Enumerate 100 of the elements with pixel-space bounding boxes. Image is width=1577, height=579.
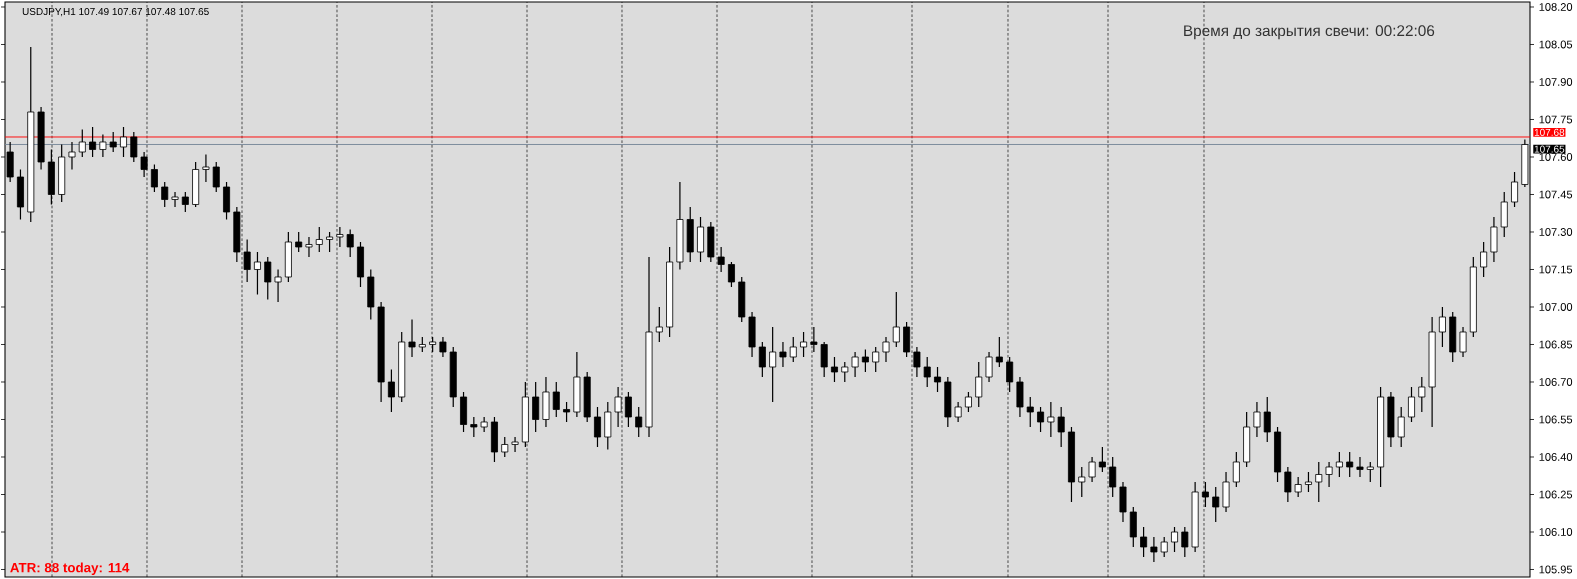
candlestick [480, 416, 488, 433]
candlestick [593, 406, 601, 448]
annotation: ATR: 88 today: 114 [10, 562, 130, 575]
candlestick [830, 356, 838, 383]
y-tick-label: 106.55 [1539, 415, 1573, 424]
candlestick [892, 291, 900, 348]
candlestick [1356, 456, 1364, 478]
candlestick [1026, 396, 1034, 428]
candlestick [1078, 466, 1086, 498]
candlestick [1459, 326, 1467, 358]
candlestick [666, 246, 674, 338]
candlestick [655, 306, 663, 343]
candlestick [1428, 316, 1436, 428]
y-tick-label: 106.40 [1539, 453, 1573, 461]
candlestick [387, 368, 395, 413]
candlestick [1253, 401, 1261, 438]
candlestick [985, 351, 993, 383]
candlestick [120, 126, 127, 158]
y-tick-label: 106.70 [1539, 378, 1573, 386]
candlestick [202, 153, 210, 183]
candlestick [1387, 391, 1395, 448]
candlestick [408, 318, 416, 358]
candlestick [1119, 481, 1127, 523]
candlestick [1377, 386, 1385, 488]
candlestick [377, 301, 385, 403]
candlestick [676, 181, 684, 271]
y-tick-label: 107.00 [1539, 303, 1573, 311]
candlestick [264, 256, 272, 301]
candlestick [1325, 461, 1333, 488]
candlestick [315, 226, 323, 253]
candlestick [99, 133, 107, 158]
y-tick-label: 107.15 [1539, 265, 1573, 274]
candlestick [1315, 461, 1323, 503]
candlestick [274, 268, 282, 303]
candlestick [604, 401, 612, 451]
candlestick [1212, 486, 1220, 523]
candlestick [16, 168, 24, 221]
y-tick-label: 107.45 [1539, 190, 1573, 199]
candlestick [573, 351, 581, 418]
candlestick [1222, 471, 1230, 513]
candlestick [305, 236, 313, 258]
candlestick [1016, 376, 1024, 418]
candlestick [1150, 536, 1158, 563]
y-tick-label: 108.20 [1539, 3, 1573, 11]
candlestick [851, 351, 859, 378]
annotation: Время до закрытия свечи: 00:22:06 [1184, 25, 1435, 40]
candlestick [1346, 451, 1354, 478]
y-tick-label: 106.10 [1539, 528, 1573, 536]
candlestick [1418, 376, 1426, 413]
y-tick-label: 107.30 [1539, 228, 1573, 236]
candlestick [800, 331, 808, 358]
candlestick [253, 251, 261, 296]
text: USDJPY,H1 107.49 107.67 107.48 107.65 [22, 8, 209, 17]
candlestick [37, 106, 45, 171]
candlestick [532, 381, 540, 433]
y-tick-label: 106.85 [1539, 340, 1573, 349]
y-tick-label: 105.95 [1539, 565, 1573, 574]
candlestick [645, 256, 653, 438]
candlestick [934, 366, 942, 393]
candlestick [89, 126, 97, 158]
candlestick [1067, 426, 1075, 503]
candlestick [542, 376, 550, 428]
candlestick [68, 141, 76, 171]
candlestick [1191, 481, 1199, 553]
candlestick [779, 341, 787, 368]
candlestick [1480, 241, 1488, 278]
candlestick [1284, 466, 1292, 503]
y-tick-label: 108.05 [1539, 40, 1573, 49]
candlestick [367, 268, 375, 321]
candlestick [769, 326, 777, 403]
candlestick [1140, 526, 1148, 558]
candlestick [1263, 396, 1271, 443]
candlestick [1335, 451, 1343, 478]
y-tick-label: 107.90 [1539, 78, 1573, 86]
candlestick [171, 191, 179, 208]
candlestick [1500, 191, 1508, 238]
candlestick [58, 143, 66, 203]
ref-line-label: 107.65 [1534, 145, 1565, 153]
candlestick [923, 356, 931, 388]
y-tick-label: 107.60 [1539, 153, 1573, 161]
candlestick [27, 46, 35, 223]
candlestick [686, 206, 694, 263]
candlestick [697, 216, 705, 263]
candlestick [1490, 216, 1498, 263]
candlestick [635, 406, 643, 438]
ref-line-label: 107.68 [1534, 128, 1565, 136]
y-tick-label: 106.25 [1539, 490, 1573, 499]
candlestick [1057, 406, 1065, 448]
candlestick [511, 436, 519, 453]
candlestick [975, 361, 983, 408]
y-tick-label: 107.75 [1539, 115, 1573, 124]
candlestick [954, 401, 962, 423]
candlestick [439, 336, 447, 358]
candlestick [1397, 406, 1405, 448]
candlestick [1088, 456, 1096, 483]
candlestick [882, 336, 890, 363]
candlestick [995, 336, 1003, 368]
candlestick [1047, 401, 1055, 438]
candlestick [748, 311, 756, 358]
candlestick [1243, 411, 1251, 468]
